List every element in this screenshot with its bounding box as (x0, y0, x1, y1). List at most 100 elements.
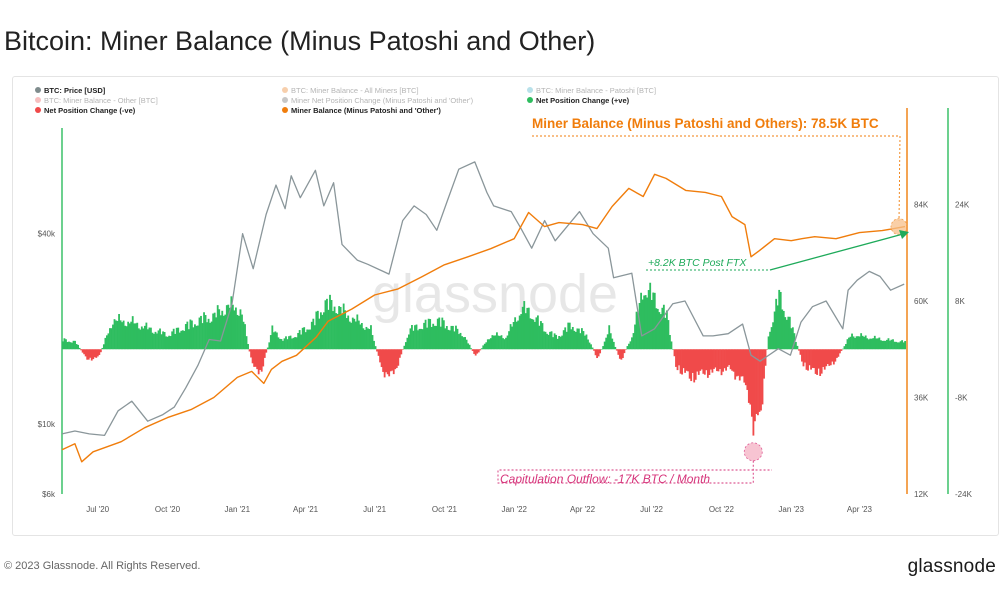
net-change-bar (445, 326, 448, 350)
net-change-bar (884, 340, 887, 350)
net-change-bar (180, 330, 183, 350)
net-change-bar (145, 322, 148, 350)
net-change-bar (640, 292, 643, 350)
legend-item-miner-balance-minus-patoshi-and-other[interactable]: Miner Balance (Minus Patoshi and 'Other'… (282, 106, 441, 115)
net-change-bar (652, 292, 655, 350)
legend-label: BTC: Miner Balance - All Miners [BTC] (291, 86, 419, 95)
price-tick-label: $6k (42, 490, 56, 499)
net-change-bar (491, 335, 494, 350)
net-change-bar (134, 323, 137, 350)
net-change-bar (332, 311, 334, 350)
net-change-bar (297, 332, 300, 350)
net-change-bar (798, 349, 800, 351)
net-change-bar (805, 349, 808, 370)
net-change-bar (335, 313, 337, 350)
net-change-bar (896, 342, 899, 350)
net-change-bar (459, 332, 462, 350)
net-change-bar (514, 317, 517, 350)
net-change-bar (380, 349, 383, 368)
net-change-bar (521, 306, 524, 350)
net-change-bar (365, 326, 368, 350)
legend-item-btc-miner-balance-other-btc[interactable]: BTC: Miner Balance - Other [BTC] (35, 96, 158, 105)
net-change-bar (360, 323, 363, 350)
net-change-bar (350, 322, 353, 350)
net-change-bar (570, 329, 573, 350)
net-change-bar (496, 332, 498, 350)
net-change-bar (618, 349, 621, 359)
net-change-bar (426, 327, 429, 350)
net-change-bar (432, 323, 435, 350)
net-change-bar (758, 349, 761, 412)
net-change-bar (697, 349, 700, 375)
net-change-tick-label: 24K (955, 201, 970, 210)
net-change-bar (228, 307, 231, 350)
net-change-bar (794, 341, 797, 350)
net-change-bar (576, 328, 579, 350)
net-change-bar (785, 319, 788, 350)
net-change-bar (253, 349, 256, 367)
annotation-capitulation-marker (743, 442, 763, 462)
x-tick-label: Jul '21 (363, 505, 386, 514)
net-change-bar (125, 326, 128, 350)
net-change-bar (483, 343, 486, 350)
net-change-bar (98, 349, 101, 355)
net-change-bar (849, 336, 852, 350)
x-tick-label: Oct '22 (709, 505, 735, 514)
legend-item-net-position-change-ve[interactable]: Net Position Change (+ve) (527, 96, 630, 105)
net-change-bar (433, 325, 436, 350)
net-change-bar (63, 338, 66, 350)
net-change-bar (230, 296, 233, 350)
net-change-bar (863, 336, 866, 350)
net-change-bar (486, 339, 489, 350)
net-change-bar (820, 349, 823, 374)
net-change-bar (527, 307, 530, 350)
net-change-bar (823, 349, 826, 370)
net-change-bar (754, 349, 756, 422)
legend-item-btc-miner-balance-patoshi-btc[interactable]: BTC: Miner Balance - Patoshi [BTC] (527, 86, 656, 95)
net-change-bar (602, 346, 605, 350)
net-change-bar (665, 310, 668, 350)
net-change-bar (603, 341, 606, 350)
legend-item-btc-price-usd[interactable]: BTC: Price [USD] (35, 86, 106, 95)
net-change-bar (333, 306, 336, 350)
net-change-bar (656, 308, 659, 350)
net-change-bar (728, 349, 731, 366)
net-change-bar (508, 331, 510, 350)
net-change-bar (80, 349, 83, 351)
net-change-bar (102, 344, 105, 350)
net-change-bar (766, 349, 768, 350)
net-change-bar (763, 349, 765, 379)
annotations: Miner Balance (Minus Patoshi and Others)… (497, 116, 909, 486)
net-change-bar (83, 349, 86, 355)
legend-item-miner-net-position-change-minus-patoshi-and-other[interactable]: Miner Net Position Change (Minus Patoshi… (282, 96, 474, 105)
legend-item-btc-miner-balance-all-miners-btc[interactable]: BTC: Miner Balance - All Miners [BTC] (282, 86, 419, 95)
net-change-bar (213, 312, 216, 350)
net-change-bar (224, 314, 227, 350)
net-change-bar (731, 349, 734, 371)
net-change-bar (136, 322, 139, 350)
net-change-bar (424, 319, 427, 350)
net-change-bar (581, 328, 583, 350)
net-change-bar (263, 349, 266, 358)
net-change-bar (417, 330, 419, 350)
net-change-bar (414, 325, 416, 350)
legend-item-net-position-change-ve[interactable]: Net Position Change (-ve) (35, 106, 136, 115)
net-change-bar (540, 321, 542, 350)
x-tick-label: Jul '22 (640, 505, 663, 514)
net-change-bar (254, 349, 257, 367)
net-change-bar (558, 336, 561, 350)
net-change-bar (231, 304, 234, 350)
net-change-bar (719, 349, 721, 370)
net-change-bar (291, 338, 293, 350)
net-change-bar (306, 329, 309, 350)
net-change-bar (323, 312, 325, 350)
net-change-bar (530, 319, 533, 350)
net-change-bar (612, 341, 615, 350)
net-change-bar (398, 349, 401, 358)
net-change-bar (93, 349, 96, 358)
net-change-bar (84, 349, 87, 357)
net-change-bar (81, 349, 84, 353)
net-change-bar (295, 337, 298, 350)
net-change-bar (591, 347, 594, 350)
net-change-bar (142, 328, 145, 350)
